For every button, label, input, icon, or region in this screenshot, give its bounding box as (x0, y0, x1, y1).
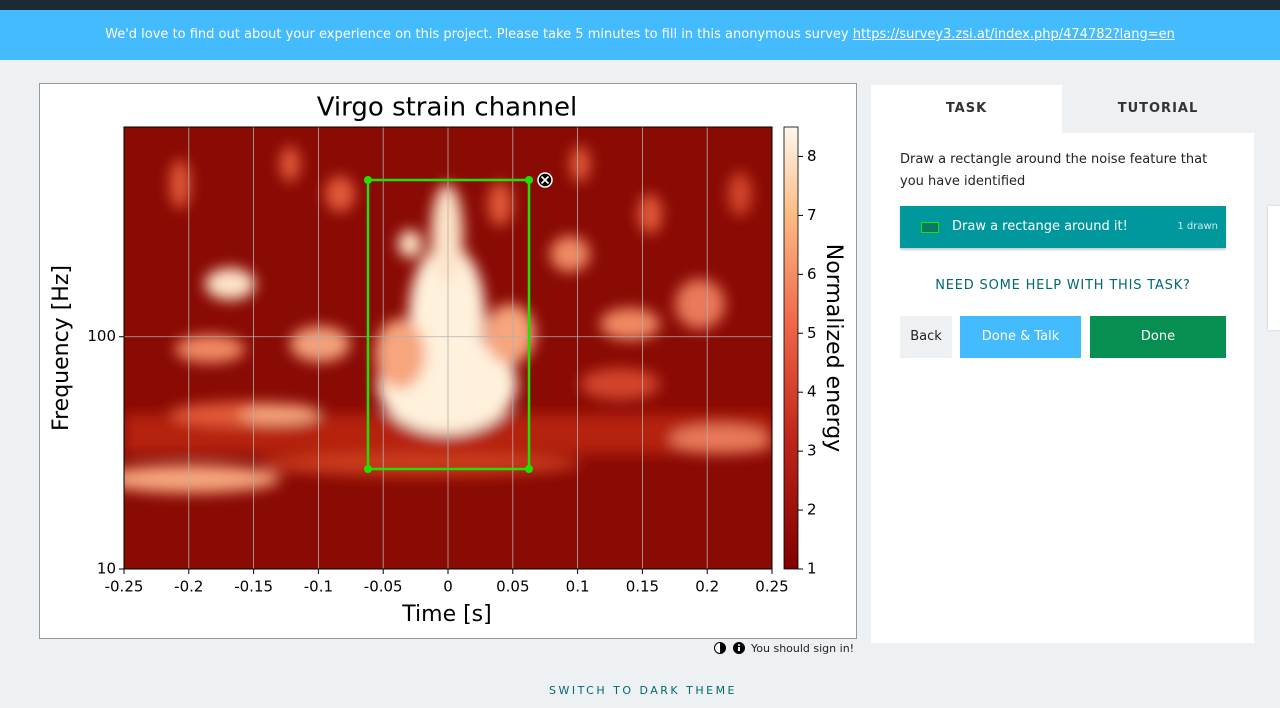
back-button[interactable]: Back (900, 316, 952, 358)
chart-title: Virgo strain channel (317, 93, 578, 123)
icons[interactable] (714, 641, 746, 655)
tool-label: Draw a rectange around it! (952, 219, 1128, 234)
field-guide-tab[interactable] (1268, 206, 1280, 330)
task-tab[interactable]: TASK (871, 85, 1062, 133)
done-talk-button[interactable]: Done & Talk (960, 316, 1081, 358)
x-tick-label: 0.05 (496, 578, 529, 596)
colorbar-tick-label: 5 (807, 324, 817, 342)
theme-toggle[interactable]: SWITCH TO DARK THEME (548, 684, 738, 697)
x-tick-label: 0.2 (695, 578, 719, 596)
colorbar-tick-label: 6 (807, 265, 817, 283)
colorbar-tick-label: 3 (807, 442, 817, 460)
colorbar-label: Normalized energy (821, 244, 846, 452)
survey-banner: We'd love to find out about your experie… (0, 10, 1280, 60)
spectrogram-chart: Virgo strain channel Time [s] Frequency … (49, 93, 846, 628)
y-tick-label: 10 (97, 560, 116, 578)
top-strip (0, 0, 1280, 10)
x-tick-label: -0.05 (364, 578, 403, 596)
subject-viewer: Virgo strain channel Time [s] Frequency … (39, 83, 857, 639)
x-tick-label: -0.15 (234, 578, 273, 596)
y-axis-label: Frequency [Hz] (49, 265, 74, 431)
drawn-rectangle[interactable] (364, 172, 553, 473)
colorbar (783, 126, 799, 570)
sign-in-text: You should sign in! (751, 641, 855, 655)
colorbar-tick-label: 8 (807, 147, 817, 165)
x-tick-label: 0.15 (626, 578, 659, 596)
done-button[interactable]: Done (1090, 316, 1226, 358)
x-tick-label: -0.1 (304, 578, 333, 596)
x-tick-label: 0 (443, 578, 453, 596)
colorbar-tick-label: 2 (807, 501, 817, 519)
survey-link[interactable]: https://survey3.zsi.at/index.php/474782?… (852, 27, 1175, 42)
task-instruction: Draw a rectangle around the noise featur… (900, 152, 1208, 189)
sign-in-note: You should sign in! (714, 641, 854, 655)
task-panel: TASK TUTORIAL Draw a rectangle around th… (871, 85, 1254, 643)
x-tick-label: 0.25 (755, 578, 788, 596)
tutorial-tab[interactable]: TUTORIAL (1062, 85, 1254, 133)
x-tick-label: -0.2 (174, 578, 203, 596)
colorbar-tick-label: 4 (807, 383, 817, 401)
x-tick-label: 0.1 (566, 578, 590, 596)
colorbar-tick-label: 7 (807, 206, 817, 224)
banner-text: We'd love to find out about your experie… (105, 27, 849, 42)
x-tick-label: -0.25 (105, 578, 144, 596)
colorbar-tick-label: 1 (807, 560, 817, 578)
y-tick-label: 100 (87, 327, 116, 345)
tool-button[interactable]: Draw a rectange around it! 1 drawn (900, 206, 1226, 248)
tool-count: 1 drawn (1177, 221, 1218, 232)
help-link[interactable]: NEED SOME HELP WITH THIS TASK? (935, 278, 1191, 293)
tool-icon (921, 222, 939, 233)
spectrogram-image (124, 127, 772, 569)
x-axis-label: Time [s] (401, 602, 491, 627)
